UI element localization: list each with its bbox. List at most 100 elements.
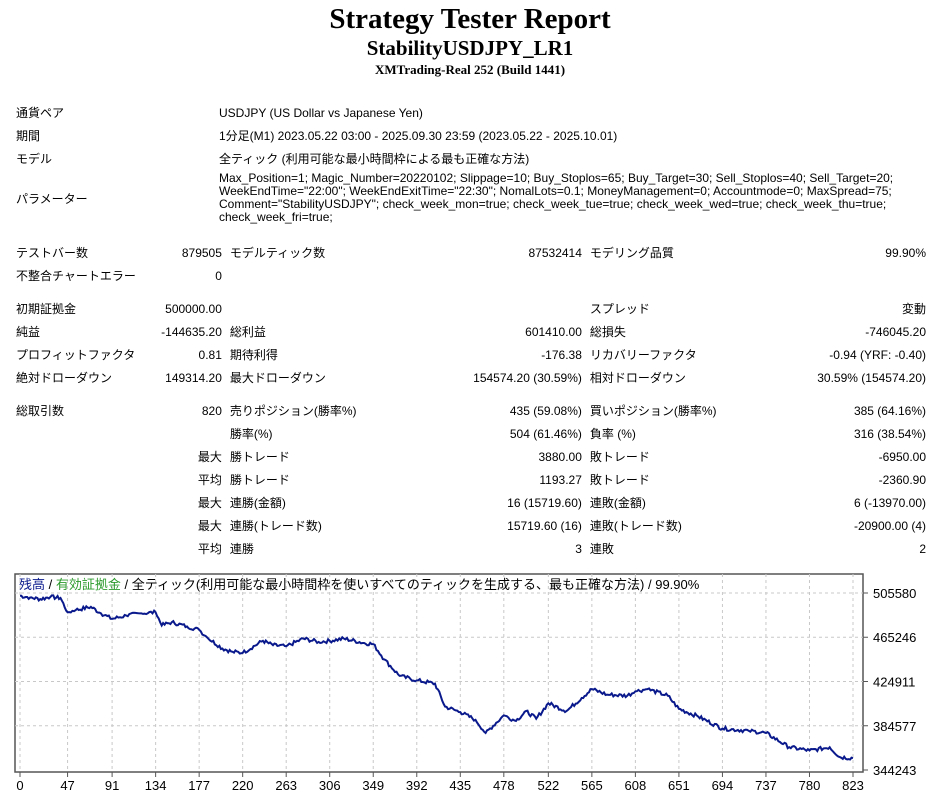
value: 879505 — [181, 245, 222, 260]
label: テストバー数 — [16, 246, 89, 260]
settings-table: 通貨ペア USDJPY (US Dollar vs Japanese Yen) 期… — [12, 101, 930, 226]
legend-desc: / 全ティック(利用可能な最小時間枠を使いすべてのティックを生成する、最も正確な… — [121, 577, 700, 592]
x-tick-label: 220 — [232, 778, 254, 793]
x-tick-label: 608 — [625, 778, 647, 793]
x-tick-label: 522 — [537, 778, 559, 793]
x-tick-label: 565 — [581, 778, 603, 793]
label: 連敗(トレード数) — [589, 519, 682, 533]
value: -176.38 — [541, 347, 582, 362]
value: -2360.90 — [878, 472, 926, 487]
label: 勝率(%) — [229, 427, 273, 441]
x-tick-label: 737 — [755, 778, 777, 793]
label: モデルティック数 — [229, 246, 326, 260]
value: 全ティック (利用可能な最小時間枠による最も正確な方法) — [219, 152, 530, 166]
plot-frame — [14, 573, 864, 773]
ea-name: StabilityUSDJPY_LR1 — [366, 36, 574, 60]
value: 3 — [575, 541, 582, 556]
value: 0.81 — [198, 347, 222, 362]
label: プロフィットファクタ — [16, 348, 136, 362]
label: 相対ドローダウン — [589, 371, 686, 385]
value: 6 (-13970.00) — [853, 495, 926, 510]
label: リカバリーファクタ — [589, 348, 697, 362]
value: -144635.20 — [161, 324, 222, 339]
y-tick-label: 384577 — [873, 719, 916, 734]
x-tick-label: 47 — [60, 778, 74, 793]
value: 601410.00 — [525, 324, 582, 339]
label: 絶対ドローダウン — [16, 371, 113, 385]
x-tick-label: 306 — [319, 778, 341, 793]
value: 149314.20 — [165, 370, 222, 385]
chart-legend: 残高 / 有効証拠金 / 全ティック(利用可能な最小時間枠を使いすべてのティック… — [19, 577, 700, 592]
value: 435 (59.08%) — [509, 403, 582, 418]
label: 連勝(金額) — [229, 496, 286, 510]
y-tick-label: 424911 — [873, 675, 915, 690]
label: パラメーター — [16, 191, 88, 206]
value: -6950.00 — [878, 449, 926, 464]
x-tick-label: 0 — [16, 778, 23, 793]
x-tick-label: 694 — [712, 778, 734, 793]
value: 1193.27 — [539, 472, 582, 487]
value: 15719.60 (16) — [507, 518, 582, 533]
value: 16 (15719.60) — [507, 495, 582, 510]
label: 最大 — [197, 519, 222, 533]
label: 連勝(トレード数) — [229, 519, 322, 533]
grid — [15, 574, 863, 772]
label: 純益 — [16, 325, 41, 339]
server-info: XMTrading-Real 252 (Build 1441) — [374, 62, 566, 77]
balance-line — [20, 594, 854, 761]
value: 3880.00 — [538, 449, 582, 464]
label: 最大 — [197, 496, 222, 510]
value: 504 (61.46%) — [509, 426, 582, 441]
value: 0 — [215, 268, 222, 283]
label: 総利益 — [229, 325, 266, 339]
x-tick-label: 134 — [145, 778, 167, 793]
label: 勝トレード — [229, 450, 290, 464]
x-tick-label: 823 — [842, 778, 864, 793]
x-tick-label: 651 — [668, 778, 690, 793]
value: 87532414 — [528, 245, 582, 260]
x-tick-label: 478 — [493, 778, 515, 793]
value: 154574.20 (30.59%) — [473, 370, 582, 385]
parameters: Max_Position=1; Magic_Number=20220102; S… — [219, 171, 894, 224]
stats-table: テストバー数 879505 モデルティック数 87532414 モデリング品質 99.90… — [12, 241, 930, 560]
label: 不整合チャートエラー — [16, 269, 136, 283]
label: 連勝 — [229, 542, 254, 556]
label: 売りポジション(勝率%) — [229, 404, 357, 418]
label: 敗トレード — [589, 473, 650, 487]
value: -0.94 (YRF: -0.40) — [829, 347, 926, 362]
value: 385 (64.16%) — [853, 403, 926, 418]
label: 敗トレード — [589, 450, 650, 464]
report-title: Strategy Tester Report — [329, 3, 611, 35]
y-tick-label: 344243 — [873, 763, 916, 778]
label: 初期証拠金 — [16, 302, 77, 316]
label: 最大 — [197, 450, 222, 464]
label: 平均 — [197, 542, 222, 556]
x-tick-label: 177 — [188, 778, 210, 793]
value: 500000.00 — [165, 301, 222, 316]
label: 最大ドローダウン — [229, 371, 326, 385]
legend-balance: 残高 — [19, 577, 45, 592]
label: スプレッド — [589, 302, 650, 316]
value: -746045.20 — [865, 324, 926, 339]
y-tick-label: 505580 — [873, 586, 916, 601]
value: 316 (38.54%) — [853, 426, 926, 441]
value: 99.90% — [885, 245, 926, 260]
x-tick-label: 780 — [799, 778, 821, 793]
value: 1分足(M1) 2023.05.22 03:00 - 2025.09.30 23… — [219, 129, 618, 143]
legend-sep: / — [45, 577, 56, 592]
x-tick-label: 349 — [362, 778, 384, 793]
equity-chart: 残高 / 有効証拠金 / 全ティック(利用可能な最小時間枠を使いすべてのティック… — [14, 573, 916, 793]
label: 期待利得 — [229, 348, 278, 362]
label: モデリング品質 — [589, 246, 674, 260]
x-tick-label: 392 — [406, 778, 428, 793]
label: 連敗 — [589, 542, 614, 556]
x-tick-label: 263 — [275, 778, 297, 793]
x-tick-label: 435 — [449, 778, 471, 793]
label: 連敗(金額) — [589, 496, 646, 510]
label: 負率 (%) — [589, 427, 636, 441]
label: 期間 — [16, 129, 41, 143]
label: モデル — [16, 152, 53, 166]
value: USDJPY (US Dollar vs Japanese Yen) — [219, 105, 423, 120]
y-tick-label: 465246 — [873, 630, 916, 645]
label: 総損失 — [589, 325, 626, 339]
